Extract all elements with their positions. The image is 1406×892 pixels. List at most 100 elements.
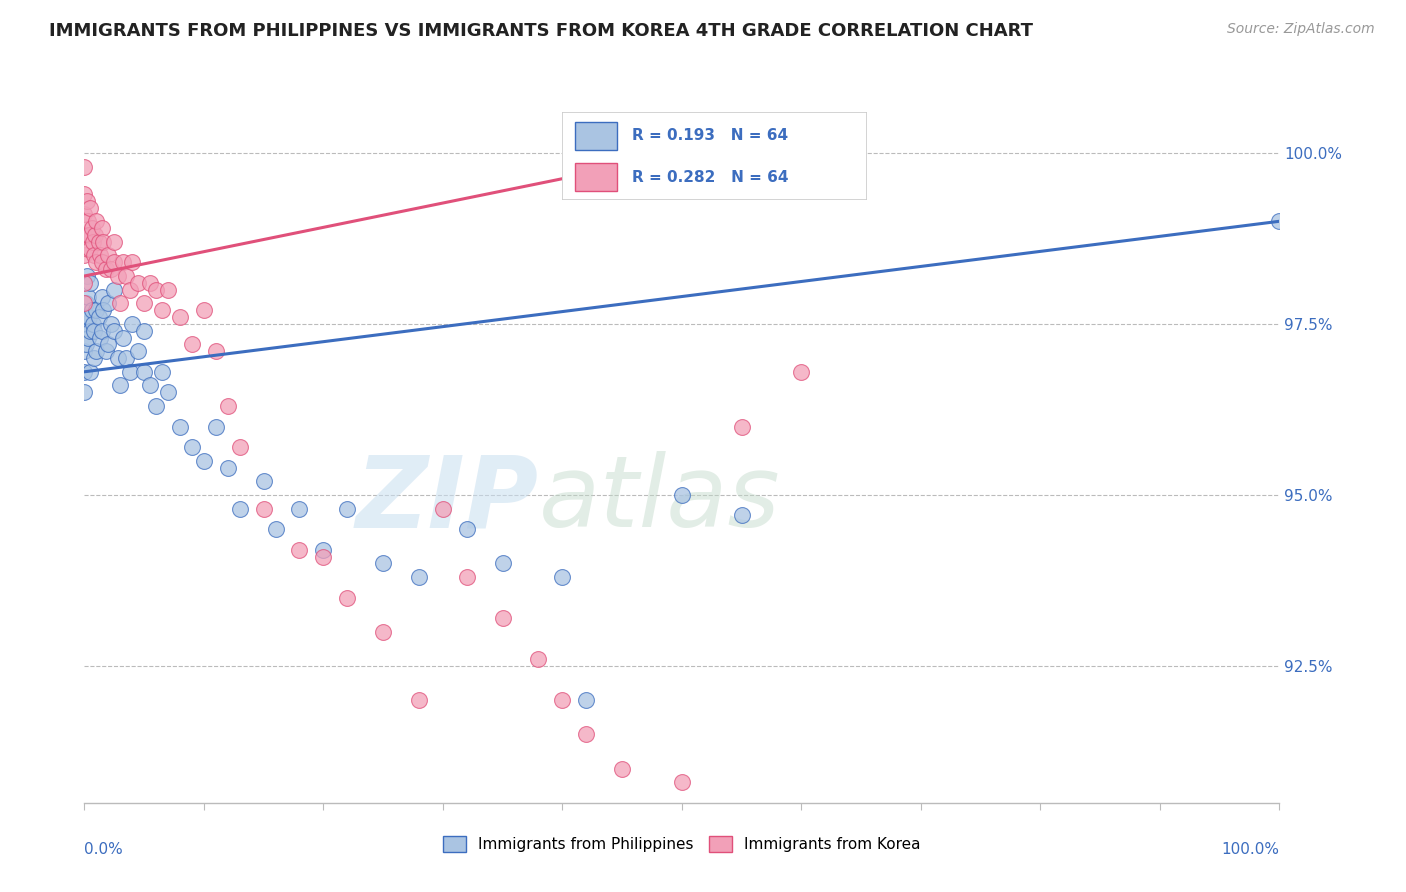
- Point: [264, 522, 287, 536]
- Point: [82, 317, 104, 331]
- Point: [107, 351, 129, 365]
- Point: [110, 296, 132, 310]
- Point: [79, 365, 101, 379]
- Point: [77, 242, 100, 256]
- Text: IMMIGRANTS FROM PHILIPPINES VS IMMIGRANTS FROM KOREA 4TH GRADE CORRELATION CHART: IMMIGRANTS FROM PHILIPPINES VS IMMIGRANT…: [49, 22, 1033, 40]
- Point: [76, 227, 98, 242]
- Point: [82, 235, 104, 249]
- Point: [336, 591, 359, 605]
- Point: [731, 419, 754, 434]
- Point: [790, 365, 813, 379]
- Point: [77, 214, 100, 228]
- Point: [77, 289, 100, 303]
- Point: [73, 160, 96, 174]
- Point: [217, 399, 239, 413]
- Point: [121, 255, 143, 269]
- Point: [80, 221, 103, 235]
- Text: 100.0%: 100.0%: [1222, 841, 1279, 856]
- Point: [145, 399, 167, 413]
- Point: [408, 693, 430, 707]
- Point: [288, 542, 311, 557]
- Point: [93, 235, 115, 249]
- Point: [157, 385, 180, 400]
- Point: [97, 296, 120, 310]
- Point: [73, 276, 96, 290]
- Point: [83, 351, 105, 365]
- Point: [91, 289, 114, 303]
- Point: [312, 549, 335, 564]
- Point: [91, 255, 114, 269]
- Point: [73, 248, 96, 262]
- Point: [408, 570, 430, 584]
- Point: [76, 194, 98, 208]
- Point: [157, 283, 180, 297]
- Point: [84, 227, 107, 242]
- Point: [118, 365, 141, 379]
- Point: [373, 624, 395, 639]
- Point: [492, 611, 515, 625]
- Point: [229, 440, 252, 454]
- Point: [73, 227, 96, 242]
- Point: [575, 693, 598, 707]
- Point: [456, 570, 478, 584]
- Point: [97, 337, 120, 351]
- Point: [575, 727, 598, 741]
- Point: [181, 440, 204, 454]
- Point: [97, 248, 120, 262]
- Point: [127, 344, 149, 359]
- Point: [103, 283, 125, 297]
- Point: [86, 214, 108, 228]
- Point: [115, 351, 138, 365]
- Point: [79, 276, 101, 290]
- Point: [169, 310, 191, 324]
- Point: [103, 235, 125, 249]
- Point: [527, 652, 550, 666]
- Point: [181, 337, 204, 351]
- Point: [111, 330, 134, 344]
- Point: [432, 501, 454, 516]
- Point: [132, 324, 156, 338]
- Point: [193, 454, 215, 468]
- Point: [118, 283, 141, 297]
- Point: [456, 522, 478, 536]
- Point: [89, 248, 111, 262]
- Point: [79, 324, 101, 338]
- Point: [205, 419, 228, 434]
- Point: [139, 378, 162, 392]
- Point: [89, 330, 111, 344]
- Point: [121, 317, 143, 331]
- Point: [77, 310, 100, 324]
- Point: [86, 344, 108, 359]
- Point: [150, 303, 173, 318]
- Point: [91, 324, 114, 338]
- Point: [336, 501, 359, 516]
- Point: [87, 235, 110, 249]
- Legend: Immigrants from Philippines, Immigrants from Korea: Immigrants from Philippines, Immigrants …: [437, 830, 927, 859]
- Point: [551, 693, 574, 707]
- Point: [80, 303, 103, 318]
- Point: [107, 268, 129, 283]
- Point: [132, 296, 156, 310]
- Point: [492, 557, 515, 571]
- Text: ZIP: ZIP: [356, 451, 538, 549]
- Point: [671, 775, 693, 789]
- Point: [77, 330, 100, 344]
- Text: 0.0%: 0.0%: [84, 841, 124, 856]
- Point: [612, 762, 634, 776]
- Point: [288, 501, 311, 516]
- Point: [127, 276, 149, 290]
- Point: [253, 501, 276, 516]
- Point: [76, 268, 98, 283]
- Point: [75, 337, 97, 351]
- Point: [373, 557, 395, 571]
- Point: [312, 542, 335, 557]
- Point: [111, 255, 134, 269]
- Point: [77, 227, 100, 242]
- Point: [83, 324, 105, 338]
- Point: [87, 310, 110, 324]
- Point: [193, 303, 215, 318]
- Point: [75, 296, 97, 310]
- Point: [79, 201, 101, 215]
- Point: [731, 508, 754, 523]
- Point: [229, 501, 252, 516]
